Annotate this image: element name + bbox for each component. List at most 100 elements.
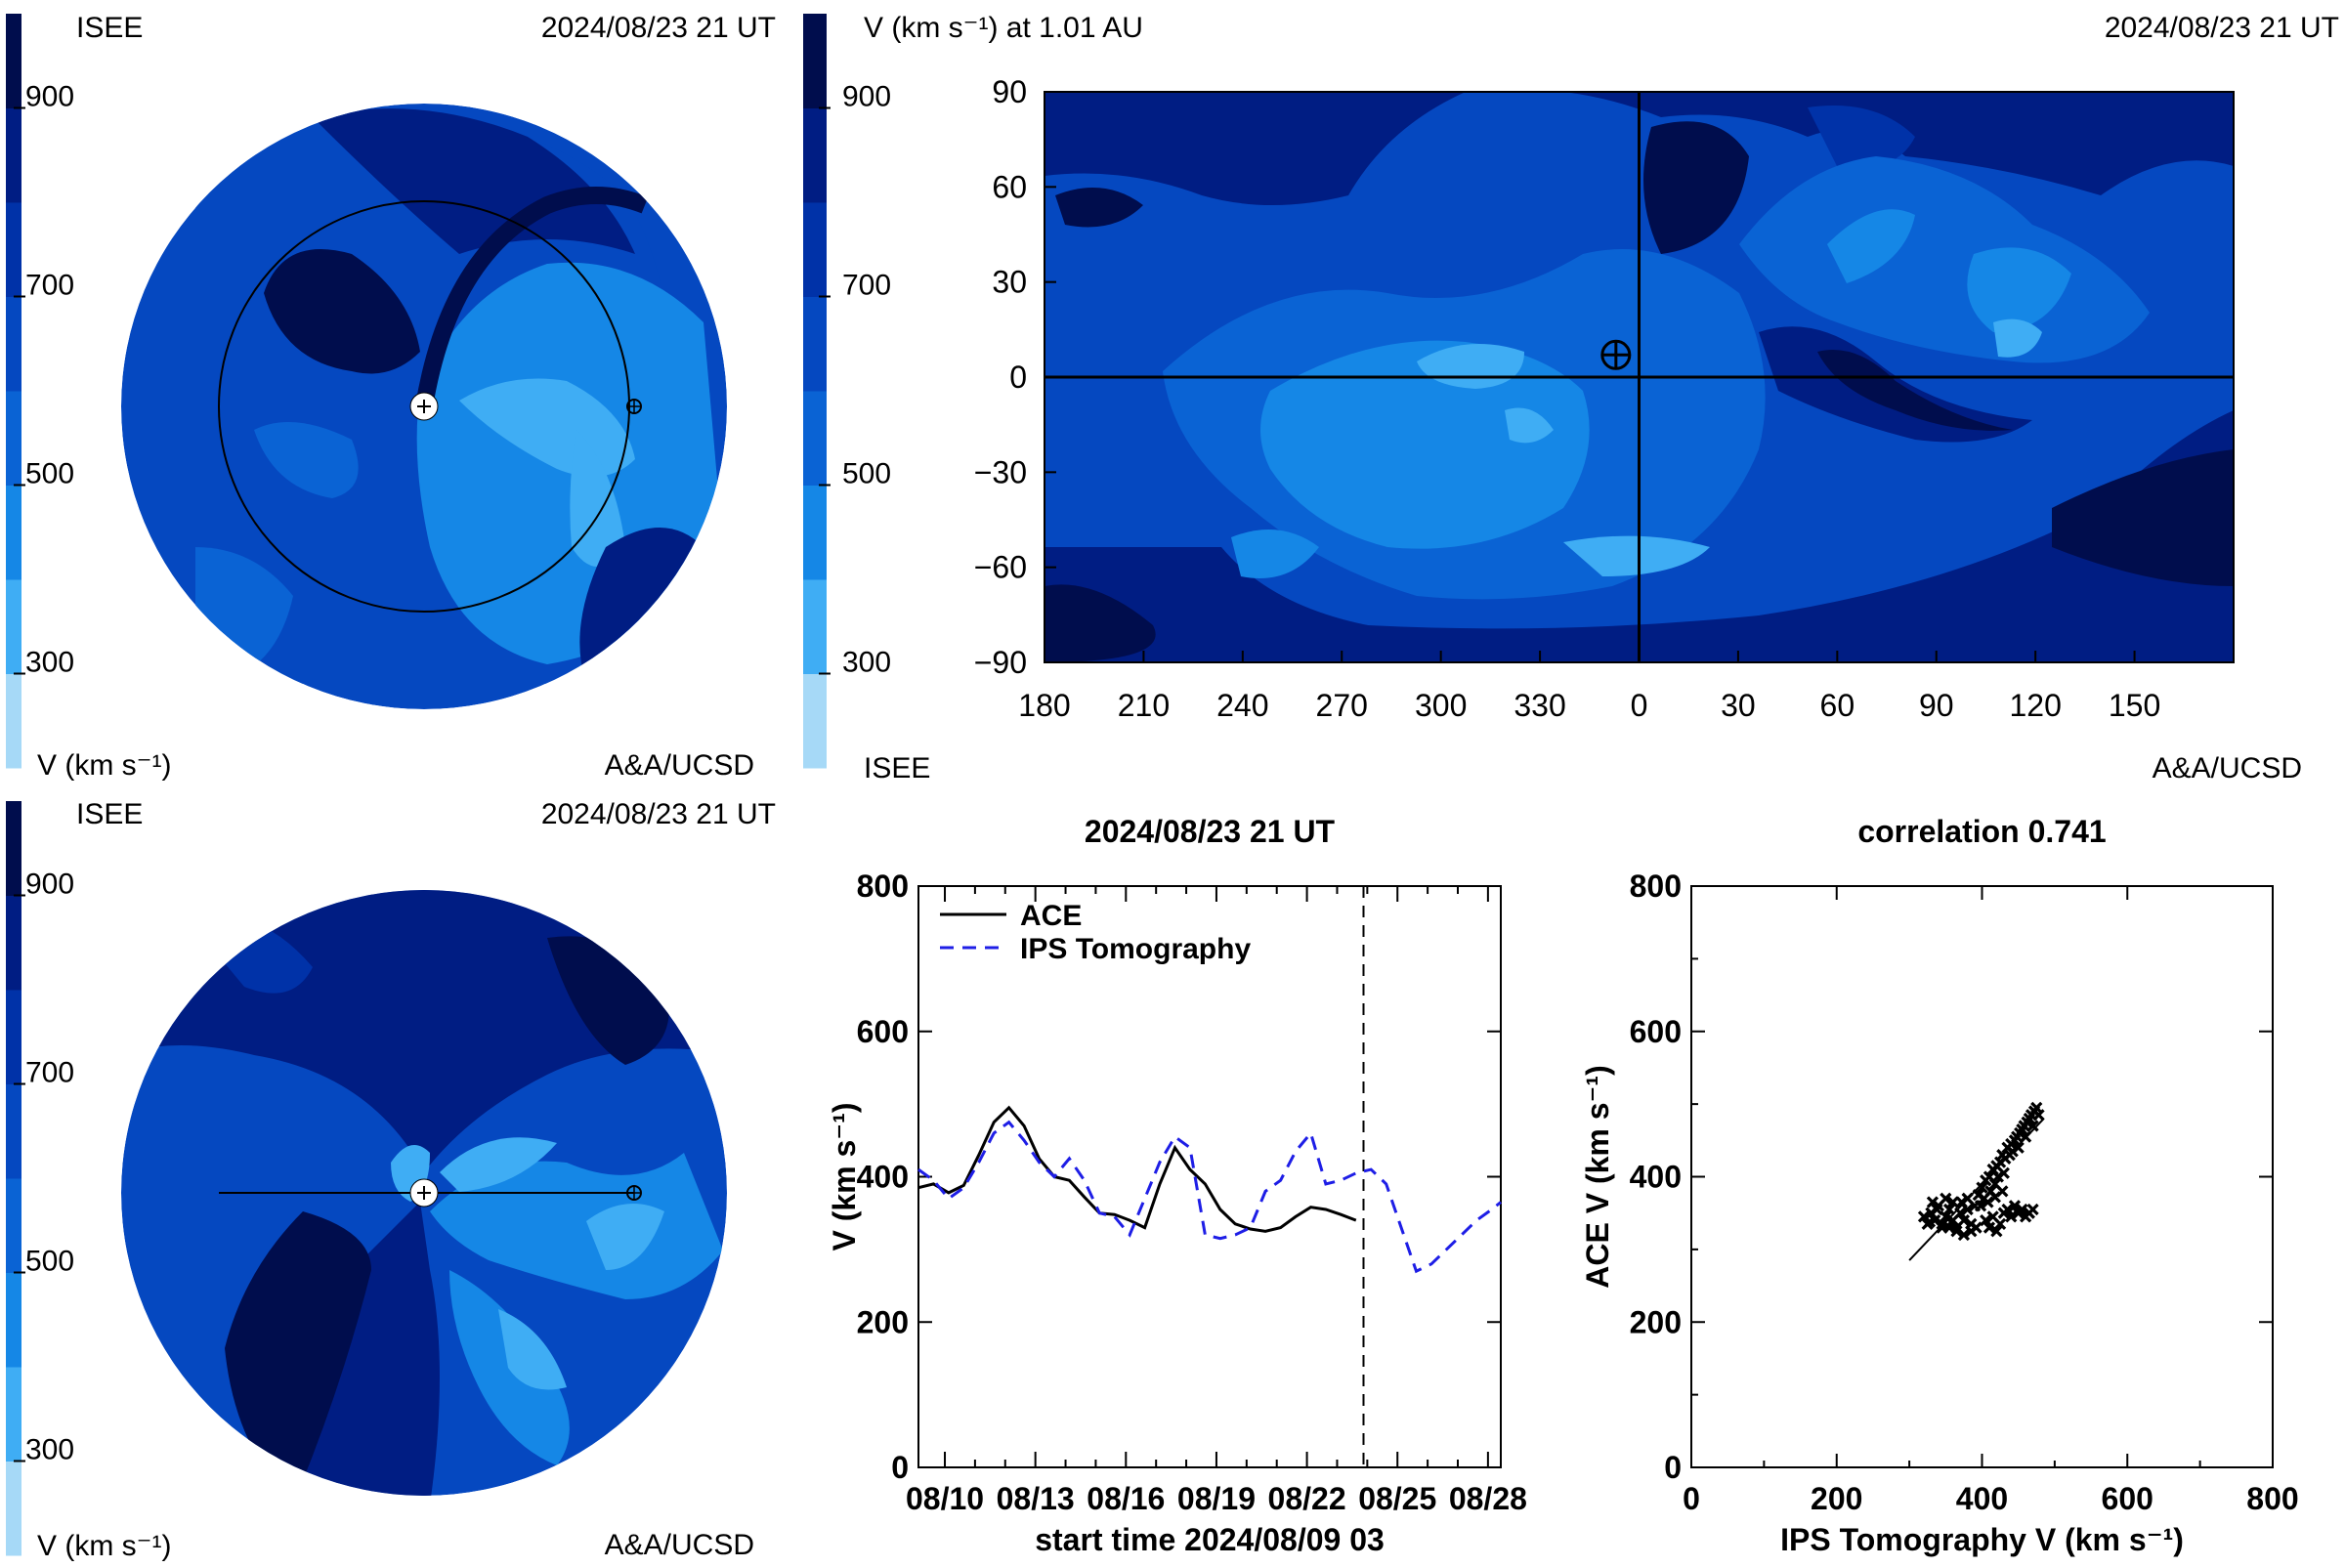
colorbar-band xyxy=(803,485,827,580)
timeseries-y-tick-label: 400 xyxy=(857,1160,909,1195)
colorbar-tick-label: 900 xyxy=(842,81,891,113)
scatter-point xyxy=(1946,1196,1959,1208)
credit-bottom-left: A&A/UCSD xyxy=(605,1529,754,1561)
colorbar-band xyxy=(6,801,21,896)
scatter-point xyxy=(2026,1120,2039,1132)
scatter-y-tick-label: 400 xyxy=(1630,1160,1682,1195)
colorbar-band xyxy=(6,107,21,203)
legend-label: IPS Tomography xyxy=(1020,933,1251,965)
colorbar-band xyxy=(6,1178,21,1273)
colorbar-tick-label: 300 xyxy=(842,647,891,679)
scatter-x-tick-label: 800 xyxy=(2246,1481,2298,1516)
colorbar-top-left: 900 700 500 300 xyxy=(6,14,74,769)
map-y-tick-label: 90 xyxy=(992,74,1027,109)
colorbar-band xyxy=(803,296,827,392)
earth-marker-top xyxy=(626,399,642,414)
scatter-y-tick-label: 0 xyxy=(1664,1450,1682,1485)
map-y-tick-label: −90 xyxy=(974,645,1027,680)
colorbar-band xyxy=(803,202,827,297)
scatter-y-tick-label: 200 xyxy=(1630,1304,1682,1339)
org-label-top-left: ISEE xyxy=(76,12,143,44)
scatter-x-tick-label: 400 xyxy=(1956,1481,2008,1516)
timestamp-top-left: 2024/08/23 21 UT xyxy=(541,12,776,44)
timeseries-x-tick-label: 08/16 xyxy=(1087,1481,1165,1516)
scatter-point xyxy=(1931,1203,1943,1216)
scatter-point xyxy=(1957,1213,1971,1227)
colorbar-tick-label: 700 xyxy=(25,1057,74,1089)
map-x-tick-label: 330 xyxy=(1514,688,1565,723)
map-y-tick-label: 30 xyxy=(992,265,1027,300)
map-x-tick-label: 120 xyxy=(2009,688,2061,723)
scatter-point xyxy=(1940,1192,1952,1205)
scatter-x-tick-label: 200 xyxy=(1811,1481,1862,1516)
colorbar-band xyxy=(6,1272,21,1368)
colorbar-tick-label: 500 xyxy=(25,1246,74,1278)
scatter-y-tick-label: 600 xyxy=(1630,1014,1682,1049)
timeseries-title: 2024/08/23 21 UT xyxy=(1085,814,1336,849)
scatter-point xyxy=(2008,1200,2022,1212)
scatter-point xyxy=(1993,1217,2007,1230)
sun-marker-top xyxy=(409,392,439,421)
map-axes: 180 210 240 270 300 330 0 30 60 90 120 1509060300−3… xyxy=(974,74,2235,723)
unit-label-bottom-left: V (km s⁻¹) xyxy=(37,1530,171,1562)
colorbar-band xyxy=(6,14,21,108)
scatter-ylabel: ACE V (km s⁻¹) xyxy=(1580,1065,1615,1288)
scatter-x-tick-label: 600 xyxy=(2102,1481,2153,1516)
map-x-tick-label: 60 xyxy=(1820,688,1855,723)
colorbar-band xyxy=(803,14,827,108)
scatter-point xyxy=(1957,1228,1971,1242)
legend-label: ACE xyxy=(1020,900,1082,932)
map-x-tick-label: 90 xyxy=(1919,688,1954,723)
colorbar-band xyxy=(803,673,827,769)
scatter-x-tick-label: 0 xyxy=(1683,1481,1700,1516)
colorbar-band xyxy=(6,485,21,580)
colorbar-band xyxy=(803,579,827,674)
timeseries-plot: 2024/08/23 21 UT 0 200 400 600 800 08/10 08/13 0… xyxy=(827,814,1527,1557)
timeseries-frame xyxy=(917,885,1502,1468)
series-line-ips-tomography xyxy=(917,1120,1502,1274)
scatter-point xyxy=(2026,1203,2039,1216)
map-x-tick-label: 240 xyxy=(1216,688,1268,723)
colorbar-band xyxy=(6,202,21,297)
colorbar-bottom-left: 900 700 500 300 xyxy=(6,801,74,1556)
earth-marker-bottom xyxy=(626,1185,642,1201)
credit-top-right: A&A/UCSD xyxy=(2153,752,2302,784)
series-line-ace xyxy=(917,1105,1357,1233)
timeseries-y-tick-label: 800 xyxy=(857,869,909,904)
colorbar-band xyxy=(6,579,21,674)
scatter-point xyxy=(2001,1203,2014,1216)
timeseries-x-tick-label: 08/19 xyxy=(1177,1481,1256,1516)
colorbar-top-right: 900 700 500 300 xyxy=(803,14,891,769)
colorbar-band xyxy=(6,895,21,991)
colorbar-tick-label: 300 xyxy=(25,647,74,679)
colorbar-band xyxy=(6,673,21,769)
map-title: V (km s⁻¹) at 1.01 AU xyxy=(864,12,1143,44)
colorbar-tick-label: 700 xyxy=(842,270,891,302)
sun-marker-bottom xyxy=(409,1178,439,1208)
colorbar-band xyxy=(6,1367,21,1462)
colorbar-tick-label: 300 xyxy=(25,1434,74,1466)
credit-top-left: A&A/UCSD xyxy=(605,749,754,782)
timeseries-x-tick-label: 08/25 xyxy=(1358,1481,1436,1516)
scatter-point xyxy=(1961,1203,1974,1216)
scatter-point xyxy=(1976,1181,1988,1194)
scatter-point xyxy=(1936,1217,1948,1230)
scatter-point xyxy=(1980,1213,1992,1227)
correlation-plot: correlation 0.741 00 200 200 400 400 600 600 800… xyxy=(1580,814,2299,1557)
scatter-point xyxy=(1997,1166,2010,1179)
colorbar-band xyxy=(6,990,21,1084)
scatter-point xyxy=(2016,1203,2028,1216)
map-x-tick-label: 150 xyxy=(2109,688,2160,723)
timestamp-bottom-left: 2024/08/23 21 UT xyxy=(541,798,776,830)
colorbar-tick-label: 500 xyxy=(25,458,74,490)
colorbar-tick-label: 900 xyxy=(25,869,74,901)
colorbar-band xyxy=(6,1083,21,1179)
timeseries-x-tick-label: 08/10 xyxy=(906,1481,984,1516)
colorbar-tick-label: 900 xyxy=(25,81,74,113)
colorbar-band xyxy=(803,107,827,203)
map-x-tick-label: 180 xyxy=(1018,688,1070,723)
scatter-point xyxy=(2032,1109,2045,1122)
map-x-tick-label: 0 xyxy=(1631,688,1648,723)
map-y-tick-label: −30 xyxy=(974,454,1027,489)
colorbar-band xyxy=(6,1461,21,1556)
